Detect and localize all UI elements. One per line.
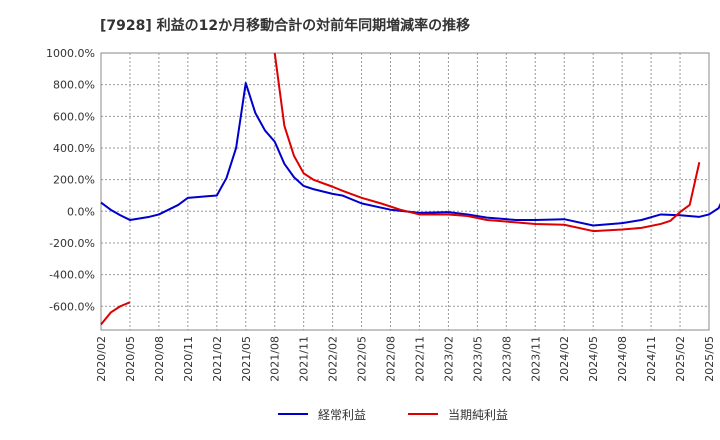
x-tick-label-0: 2020/02: [95, 336, 108, 382]
y-tick-label-2: 600.0%: [53, 110, 95, 123]
x-tick-label-8: 2022/02: [327, 336, 340, 382]
x-tick-label-18: 2024/08: [616, 336, 629, 382]
x-tick-label-4: 2021/02: [211, 336, 224, 382]
y-tick-label-3: 400.0%: [53, 142, 95, 155]
x-tick-label-14: 2023/08: [500, 336, 513, 382]
x-tick-label-16: 2024/02: [558, 336, 571, 382]
x-tick-label-3: 2020/11: [182, 336, 195, 382]
series-line-1-1: [273, 52, 701, 233]
x-tick-label-9: 2022/05: [356, 336, 369, 382]
x-tick-label-19: 2024/11: [645, 336, 658, 382]
y-tick-label-7: -400.0%: [49, 269, 95, 282]
x-tick-label-12: 2023/02: [442, 336, 455, 382]
y-tick-label-0: 1000.0%: [46, 47, 95, 60]
x-tick-label-11: 2022/11: [413, 336, 426, 382]
legend-label-1: 当期純利益: [448, 408, 508, 422]
grid: [100, 52, 710, 330]
plot-frame: [100, 52, 710, 331]
y-tick-label-1: 800.0%: [53, 79, 95, 92]
x-tick-label-7: 2021/11: [298, 336, 311, 382]
x-tick-label-5: 2021/05: [240, 336, 253, 382]
series-line-1-0: [100, 301, 131, 326]
y-axis: 1000.0% 800.0% 600.0% 400.0% 200.0% 0.0% -200.…: [46, 47, 95, 313]
x-tick-label-21: 2025/05: [703, 336, 716, 382]
y-tick-label-6: -200.0%: [49, 237, 95, 250]
x-tick-label-13: 2023/05: [471, 336, 484, 382]
x-tick-label-10: 2022/08: [385, 336, 398, 382]
legend-label-0: 経常利益: [318, 408, 366, 422]
y-tick-label-8: -600.0%: [49, 300, 95, 313]
x-tick-label-20: 2025/02: [674, 336, 687, 382]
series-layer: [100, 52, 720, 326]
y-tick-label-5: 0.0%: [67, 205, 95, 218]
x-tick-label-2: 2020/08: [153, 336, 166, 382]
legend: 経常利益 当期純利益: [278, 408, 508, 422]
x-tick-label-17: 2024/05: [587, 336, 600, 382]
y-tick-label-4: 200.0%: [53, 174, 95, 187]
series-line-0-0: [100, 82, 720, 227]
x-axis: 2020/02 2020/05 2020/08 2020/11 2021/02 2021/…: [95, 336, 716, 382]
x-tick-label-15: 2023/11: [529, 336, 542, 382]
x-tick-label-6: 2021/08: [269, 336, 282, 382]
x-tick-label-1: 2020/05: [124, 336, 137, 382]
chart-title: [7928] 利益の12か月移動合計の対前年同期増減率の推移: [100, 17, 470, 34]
